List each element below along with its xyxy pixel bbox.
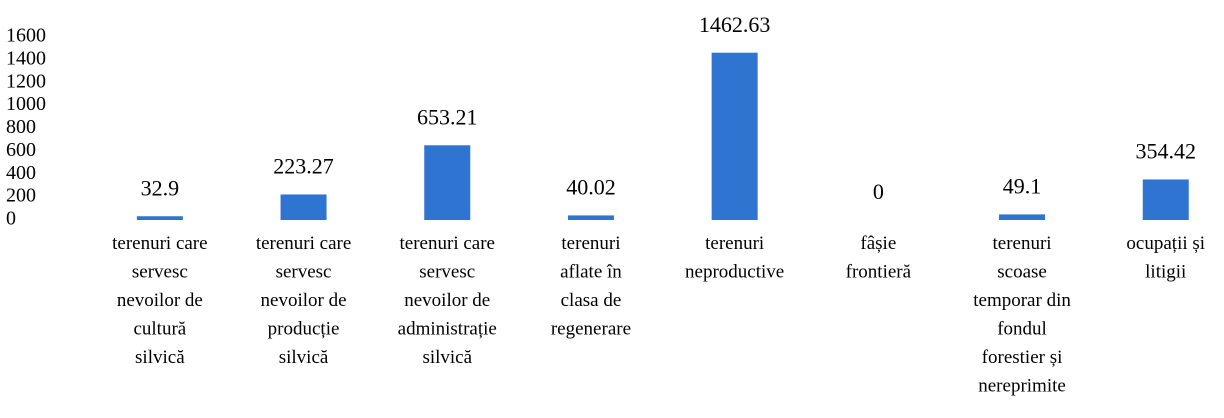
data-label: 653.21 (417, 104, 478, 129)
y-tick-label: 400 (6, 162, 36, 184)
bar (280, 194, 327, 220)
data-label: 0 (873, 179, 884, 204)
data-label: 354.42 (1136, 139, 1197, 164)
x-tick-label: terenuri aflate în clasa de regenerare (551, 233, 631, 340)
data-label: 223.27 (273, 154, 334, 179)
x-tick-label: terenuri care servesc nevoilor de administr… (398, 233, 497, 368)
bar (136, 216, 183, 220)
bar (1142, 179, 1189, 220)
x-tick-label: ocupații și litigii (1126, 233, 1205, 283)
bar (567, 215, 614, 220)
y-tick-label: 200 (6, 185, 36, 207)
x-tick-label: terenuri scoase temporar din fondul forestie… (973, 233, 1071, 397)
x-tick-label: terenuri care servesc nevoilor de producție… (256, 233, 351, 368)
y-tick-label: 1000 (6, 93, 46, 115)
data-label: 49.1 (1003, 173, 1042, 198)
data-label: 32.9 (141, 175, 180, 200)
y-tick-label: 1400 (6, 47, 46, 69)
bar (999, 214, 1046, 220)
x-tick-label: fâșie frontieră (846, 233, 912, 283)
bar (711, 52, 758, 220)
y-tick-label: 1600 (6, 25, 46, 47)
data-label: 40.02 (566, 174, 616, 199)
x-tick-label: terenuri care servesc nevoilor de cultură si… (112, 233, 207, 368)
y-tick-label: 0 (6, 208, 16, 230)
y-tick-label: 800 (6, 116, 36, 138)
x-tick-label: terenuri neproductive (685, 233, 784, 283)
bar (424, 145, 471, 220)
data-label: 1462.63 (699, 12, 771, 37)
y-tick-label: 1200 (6, 70, 46, 92)
y-tick-label: 600 (6, 139, 36, 161)
